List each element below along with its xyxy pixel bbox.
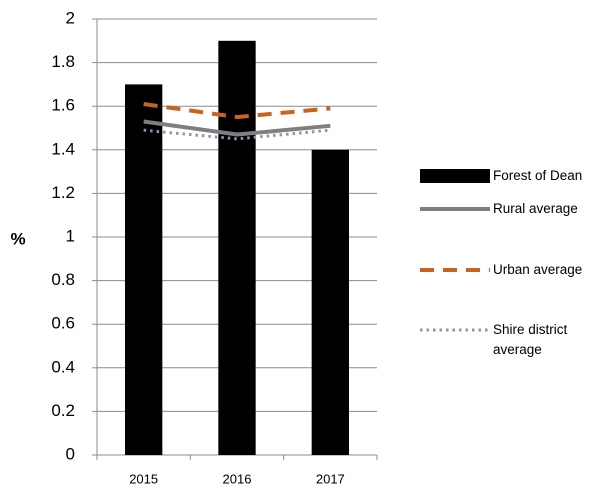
bar xyxy=(311,149,349,456)
x-tick-label: 2017 xyxy=(316,471,345,486)
legend-label: Urban average xyxy=(493,262,583,277)
x-tick-label: 2016 xyxy=(223,471,252,486)
legend-label: Rural average xyxy=(493,201,578,216)
legend-entry: Shire district average xyxy=(493,322,568,357)
legend-entry: Urban average xyxy=(493,262,583,277)
y-tick-label: 0.2 xyxy=(51,401,75,420)
y-tick-label: 0.8 xyxy=(51,270,75,289)
y-tick-label: 2 xyxy=(66,8,75,27)
bar xyxy=(218,40,256,456)
legend-entry: Rural average xyxy=(493,201,578,216)
legend-label: Forest of Dean xyxy=(493,168,583,183)
bar xyxy=(125,84,163,456)
y-tick-label: 1.4 xyxy=(51,139,75,158)
y-tick-label: 1.8 xyxy=(51,52,75,71)
x-tick-label: 2015 xyxy=(129,471,158,486)
y-tick-label: 1.6 xyxy=(51,96,75,115)
line xyxy=(143,102,331,120)
line xyxy=(143,128,331,141)
legend-swatch xyxy=(420,169,490,183)
y-tick-label: 0.4 xyxy=(51,357,75,376)
y-tick-label: 0.6 xyxy=(51,314,75,333)
legend-entry: Forest of Dean xyxy=(493,168,583,183)
y-tick-label: 1 xyxy=(66,226,75,245)
line xyxy=(143,119,331,137)
y-tick-label: 0 xyxy=(66,444,75,463)
y-axis-label: % xyxy=(10,229,25,248)
legend-label: Shire district average xyxy=(493,322,568,357)
y-tick-label: 1.2 xyxy=(51,183,75,202)
